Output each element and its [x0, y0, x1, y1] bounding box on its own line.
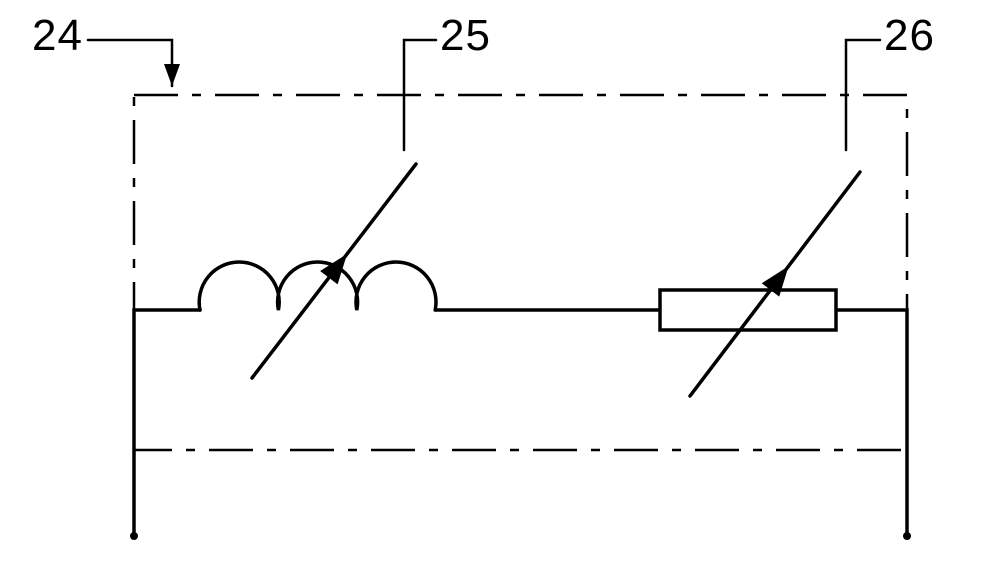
wire-0: [134, 310, 200, 536]
label-24-leader: [88, 40, 172, 86]
inductor-symbol: [199, 262, 436, 310]
wire-2: [836, 310, 907, 536]
label-24-leader-arrow: [164, 64, 180, 86]
left-terminal: [130, 532, 138, 540]
resistor-symbol: [660, 290, 836, 330]
label-25: 25: [440, 11, 491, 60]
label-24: 24: [32, 11, 83, 60]
dashed-enclosure: [134, 95, 907, 450]
right-terminal: [903, 532, 911, 540]
label-26: 26: [884, 11, 935, 60]
